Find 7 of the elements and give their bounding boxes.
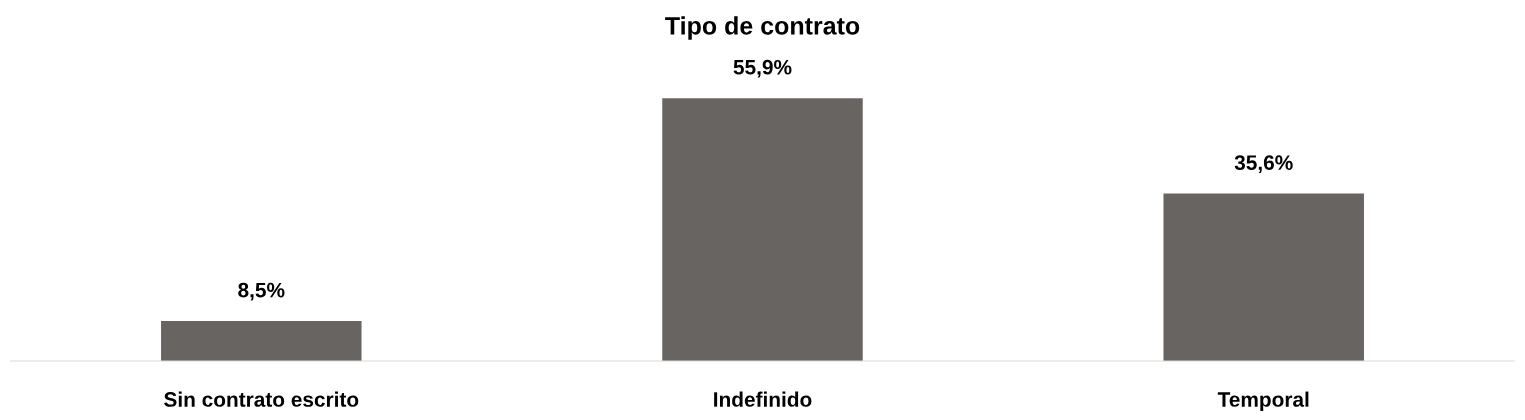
- data-label: 35,6%: [1234, 155, 1293, 174]
- data-label: 8,5%: [238, 282, 285, 301]
- x-tick-label: Temporal: [1217, 391, 1309, 411]
- x-tick-label: Indefinido: [714, 391, 812, 407]
- chart-title: Tipo de contrato: [665, 16, 860, 40]
- data-label: 55,9%: [733, 59, 792, 78]
- x-tick-label: Sin contrato escrito: [164, 391, 359, 407]
